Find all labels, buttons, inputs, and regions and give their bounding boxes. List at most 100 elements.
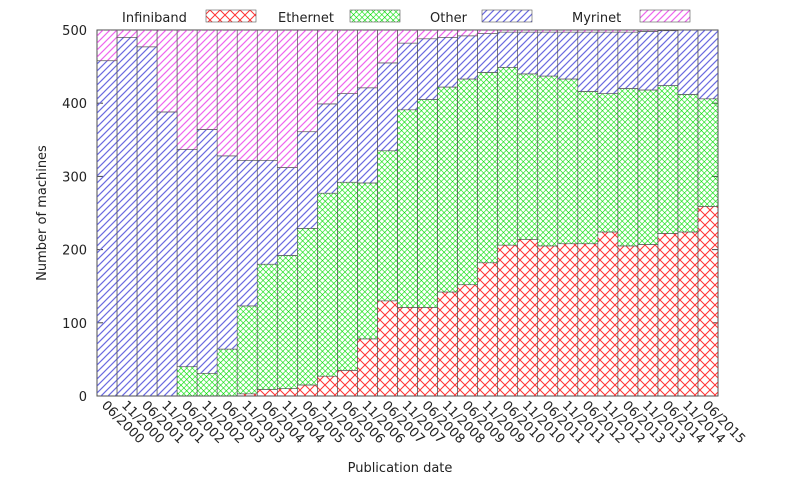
bar-segment — [357, 29, 378, 89]
bar-segment — [317, 103, 338, 194]
bar-segment — [297, 384, 318, 397]
bar-segment — [457, 284, 478, 397]
legend-swatch — [639, 9, 691, 23]
bar-segment — [517, 31, 539, 75]
bar-segment — [557, 31, 579, 80]
bar-segment — [397, 109, 418, 308]
bar-segment — [437, 291, 458, 397]
bar-segment — [136, 46, 158, 397]
legend-label: Infiniband — [122, 11, 187, 26]
bar-segment — [377, 29, 398, 64]
y-axis-label: Number of machines — [35, 145, 50, 281]
bar-segment — [557, 243, 579, 397]
bar-segment — [156, 29, 178, 113]
bar-segment — [637, 244, 659, 397]
bar-segment — [236, 393, 258, 397]
bar-segment — [577, 243, 599, 397]
bar-segment — [256, 389, 278, 397]
bar-segment — [216, 348, 238, 397]
bar-segment — [276, 388, 298, 397]
bar-segment — [337, 370, 358, 397]
legend-label: Ethernet — [278, 11, 334, 26]
bar-segment — [417, 38, 438, 100]
bar-segment — [697, 98, 719, 207]
bar-segment — [116, 29, 138, 38]
bar-segment — [517, 29, 539, 33]
bar-segment — [657, 85, 679, 234]
legend-swatch — [349, 9, 401, 23]
bar-segment — [317, 375, 338, 397]
bar-segment — [617, 31, 639, 89]
bar-segment — [96, 29, 118, 62]
bar-segment — [517, 73, 539, 240]
bar-segment — [256, 29, 278, 161]
bar-segment — [377, 62, 398, 152]
bar-segment — [497, 31, 518, 68]
bar-segment — [337, 181, 358, 371]
bar-segment — [597, 93, 619, 233]
bar-segment — [457, 29, 478, 37]
bar-segment — [216, 29, 238, 157]
bar-segment — [397, 42, 418, 111]
bar-segment — [176, 366, 198, 397]
bar-segment — [196, 29, 218, 130]
bar-segment — [417, 99, 438, 308]
bar-segment — [557, 29, 579, 33]
bar-segment — [477, 72, 498, 264]
bar-segment — [537, 31, 559, 77]
bar-segment — [637, 31, 659, 91]
bar-segment — [116, 37, 138, 397]
bar-segment — [437, 37, 458, 88]
bar-segment — [196, 373, 218, 397]
bar-segment — [517, 239, 539, 397]
bar-segment — [317, 192, 338, 377]
bar-segment — [176, 29, 198, 150]
bar-segment — [497, 244, 518, 397]
bar-segment — [196, 129, 218, 374]
bar-segment — [256, 159, 278, 265]
bar-segment — [597, 29, 619, 33]
bar-segment — [337, 93, 358, 183]
bar-segment — [437, 29, 458, 38]
bar-segment — [216, 155, 238, 350]
bar-segment — [657, 29, 679, 32]
bar-segment — [577, 91, 599, 245]
bar-segment — [477, 262, 498, 397]
x-axis-label: Publication date — [348, 461, 453, 476]
bar-segment — [176, 149, 198, 368]
bar-segment — [657, 30, 679, 86]
bar-segment — [497, 67, 518, 246]
bar-segment — [617, 88, 639, 247]
bar-segment — [677, 231, 699, 397]
bar-segment — [597, 231, 619, 397]
bar-segment — [297, 228, 318, 386]
bar-segment — [417, 307, 438, 397]
bar-segment — [297, 131, 318, 229]
bar-segment — [417, 29, 438, 40]
bar-segment — [96, 60, 118, 397]
bar-segment — [236, 305, 258, 395]
bar-segment — [537, 29, 559, 33]
bar-segment — [537, 75, 559, 247]
bar-segment — [477, 33, 498, 73]
bar-segment — [657, 233, 679, 397]
y-tick-label: 200 — [62, 244, 87, 259]
bar-segment — [236, 159, 258, 307]
bar-segment — [236, 29, 258, 161]
legend-label: Myrinet — [572, 11, 621, 26]
bar-segment — [297, 29, 318, 133]
y-tick-label: 400 — [62, 97, 87, 112]
bar-segment — [156, 111, 178, 397]
bar-segment — [357, 87, 378, 184]
bar-segment — [677, 94, 699, 233]
legend-swatch — [481, 9, 533, 23]
bar-segment — [397, 29, 418, 44]
bar-segment — [617, 245, 639, 397]
bar-segment — [357, 338, 378, 397]
bar-segment — [537, 245, 559, 397]
legend-label: Other — [430, 11, 468, 26]
bar-segment — [457, 78, 478, 286]
bar-segment — [637, 89, 659, 245]
bar-segment — [577, 31, 599, 92]
